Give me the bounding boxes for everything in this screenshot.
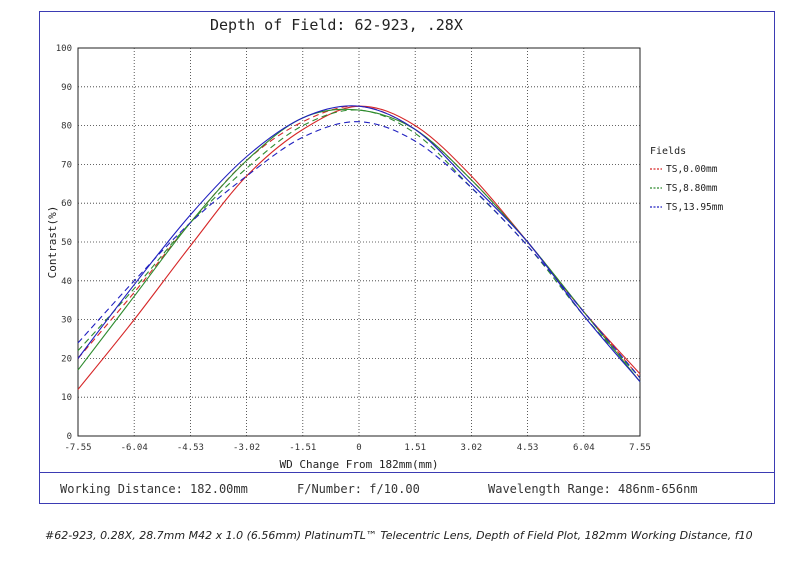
f-number-label: F/Number: f/10.00 xyxy=(297,482,420,496)
y-tick-label: 70 xyxy=(61,160,72,170)
x-tick-label: -1.51 xyxy=(289,443,316,453)
y-tick-label: 40 xyxy=(61,277,72,287)
y-tick-label: 80 xyxy=(61,122,72,132)
x-tick-label: 3.02 xyxy=(461,443,483,453)
working-distance-label: Working Distance: 182.00mm xyxy=(60,482,248,496)
series-line xyxy=(77,109,641,379)
info-separator xyxy=(39,472,775,473)
x-tick-label: 4.53 xyxy=(517,443,539,453)
y-tick-label: 60 xyxy=(61,199,72,209)
x-tick-label: 1.51 xyxy=(404,443,426,453)
series-line xyxy=(77,105,641,383)
y-axis-label: Contrast(%) xyxy=(46,206,59,279)
y-tick-label: 10 xyxy=(61,393,72,403)
x-tick-label: -3.02 xyxy=(233,443,260,453)
x-tick-label: 0 xyxy=(356,443,361,453)
chart-frame xyxy=(39,11,775,504)
y-tick-label: 50 xyxy=(61,238,72,248)
x-tick-label: 7.55 xyxy=(629,443,651,453)
x-tick-label: 6.04 xyxy=(573,443,595,453)
y-tick-label: 0 xyxy=(67,432,72,442)
legend-item-label: TS,0.00mm xyxy=(666,164,718,175)
series-line xyxy=(77,121,641,379)
wavelength-range-label: Wavelength Range: 486nm-656nm xyxy=(488,482,698,496)
y-tick-label: 90 xyxy=(61,83,72,93)
legend-item-label: TS,8.80mm xyxy=(666,183,718,194)
legend-item-label: TS,13.95mm xyxy=(666,202,723,213)
x-tick-label: -7.55 xyxy=(64,443,91,453)
figure-caption: #62-923, 0.28X, 28.7mm M42 x 1.0 (6.56mm… xyxy=(45,529,753,542)
y-tick-label: 20 xyxy=(61,354,72,364)
x-tick-label: -6.04 xyxy=(121,443,148,453)
legend-title: Fields xyxy=(650,146,686,157)
y-tick-label: 100 xyxy=(56,44,72,54)
y-tick-label: 30 xyxy=(61,316,72,326)
chart-title: Depth of Field: 62-923, .28X xyxy=(210,16,463,34)
series-line xyxy=(77,108,641,383)
x-tick-label: -4.53 xyxy=(177,443,204,453)
x-axis-label: WD Change From 182mm(mm) xyxy=(280,458,439,471)
